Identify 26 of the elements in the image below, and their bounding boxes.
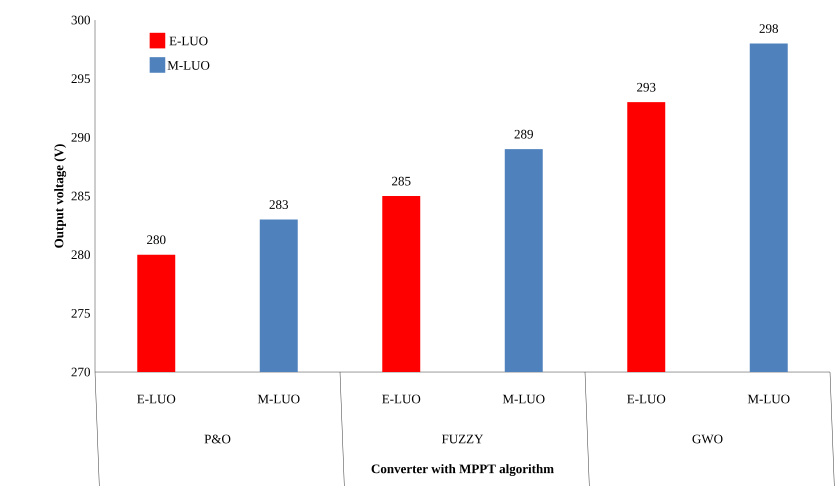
data-label: 298 (760, 24, 778, 33)
text: M-LUO (258, 394, 300, 404)
data-label: 289 (514, 130, 533, 139)
text: M-LUO (502, 394, 545, 404)
y-axis-title: Output voltage (V) (54, 144, 66, 248)
x-tick-label: FUZZY (442, 434, 484, 444)
data-label: 293 (637, 82, 656, 92)
y-tick-label: 275 (72, 308, 90, 318)
text: E-LUO (137, 394, 176, 404)
text: E-LUO (627, 394, 666, 404)
data-label: 283 (270, 200, 288, 209)
legend-label: M-LUO (168, 60, 210, 70)
y-tick-label: 300 (72, 16, 90, 24)
y-tick-label: 285 (72, 192, 90, 200)
y-tick-label: 290 (72, 132, 90, 142)
text: M-LUO (748, 394, 790, 404)
data-label: 285 (392, 176, 410, 186)
x-tick-label: P&O (204, 434, 230, 444)
y-tick-label: 295 (72, 74, 90, 84)
y-tick-label: 270 (72, 368, 90, 376)
data-label: 280 (147, 235, 166, 244)
x-axis-title: Converter with MPPT algorithm (372, 464, 554, 476)
legend-label: E-LUO (169, 36, 208, 46)
text: E-LUO (382, 394, 420, 404)
x-tick-label: GWO (692, 434, 722, 444)
y-tick-label: 280 (72, 250, 90, 260)
